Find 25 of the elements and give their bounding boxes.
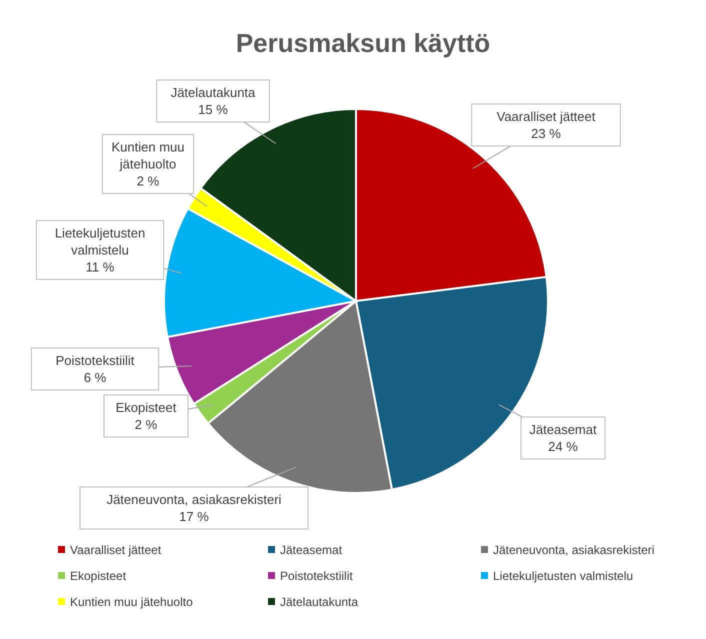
- slice-label: Jäteneuvonta, asiakasrekisteri: [106, 492, 282, 507]
- legend-label: Kuntien muu jätehuolto: [70, 595, 194, 609]
- data-label: 6 %: [84, 370, 107, 385]
- legend-label: Jäteneuvonta, asiakasrekisteri: [493, 543, 654, 557]
- slice-label: Ekopisteet: [116, 400, 177, 415]
- data-label: 15 %: [198, 102, 228, 117]
- legend-label: Jätelautakunta: [280, 595, 358, 609]
- slice-label: Poistotekstiilit: [56, 353, 135, 368]
- data-label: 17 %: [179, 509, 210, 524]
- slice-label: Jäteasemat: [529, 422, 597, 437]
- data-label: 11 %: [86, 260, 115, 274]
- slice-label: Lietekuljetusten valmistelu: [54, 226, 146, 258]
- slice-label: Jätelautakunta: [170, 85, 256, 100]
- slice-label: Kuntien muu jätehuolto: [112, 140, 184, 172]
- legend-label: Ekopisteet: [70, 569, 127, 583]
- slice-label: Vaaralliset jätteet: [496, 109, 596, 124]
- legend-label: Poistotekstiilit: [280, 569, 354, 583]
- legend-label: Jäteasemat: [280, 543, 343, 557]
- legend-label: Vaaralliset jätteet: [70, 543, 162, 557]
- data-label: 23 %: [531, 126, 562, 141]
- data-label: 24 %: [548, 439, 578, 454]
- data-label: 2 %: [136, 174, 160, 188]
- chart-title: Perusmaksun käyttö: [236, 28, 490, 58]
- data-label: 2 %: [134, 417, 158, 432]
- legend-label: Lietekuljetusten valmistelu: [493, 569, 634, 583]
